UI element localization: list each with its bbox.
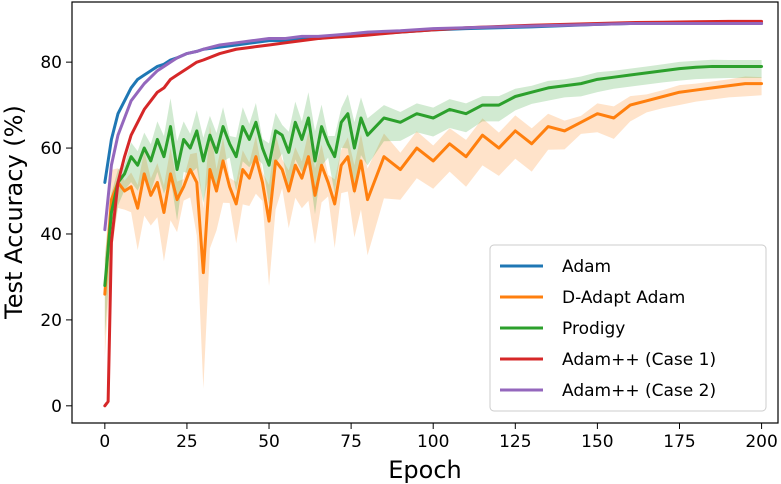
plot-frame bbox=[71, 1, 779, 424]
x-tick-label: 175 bbox=[663, 432, 695, 452]
series-line bbox=[103, 64, 764, 288]
confidence-bands bbox=[104, 59, 762, 389]
y-tick-label: 0 bbox=[51, 397, 62, 417]
legend: Adam D-Adapt Adam Prodigy Adam++ (Case 1) Ad… bbox=[489, 244, 767, 412]
x-tick-label: 75 bbox=[340, 432, 362, 452]
series-band bbox=[104, 59, 762, 337]
y-tick-label: 60 bbox=[40, 139, 62, 159]
x-tick-label: 0 bbox=[99, 432, 110, 452]
x-tick-label: 200 bbox=[745, 432, 777, 452]
legend-label: Adam++ (Case 2) bbox=[562, 381, 716, 401]
series-lines bbox=[103, 19, 764, 408]
legend-label: D-Adapt Adam bbox=[562, 288, 685, 308]
y-tick-label: 20 bbox=[40, 311, 62, 331]
y-axis-title: Test Accuracy (%) bbox=[0, 105, 28, 320]
series-line bbox=[103, 82, 764, 296]
series-band bbox=[104, 76, 762, 389]
x-tick-label: 100 bbox=[417, 432, 449, 452]
legend-label: Adam bbox=[562, 257, 611, 277]
x-axis-title: Epoch bbox=[388, 456, 462, 484]
legend-label: Adam++ (Case 1) bbox=[562, 350, 716, 370]
x-tick-label: 50 bbox=[258, 432, 280, 452]
legend-label: Prodigy bbox=[562, 319, 625, 339]
x-tick-label: 25 bbox=[176, 432, 198, 452]
y-axis-ticks: 0 20 40 60 80 bbox=[40, 53, 72, 417]
legend-box bbox=[489, 244, 767, 412]
x-tick-label: 150 bbox=[581, 432, 613, 452]
x-axis-ticks: 0 25 50 75 100 125 150 175 200 bbox=[99, 423, 778, 452]
y-tick-label: 40 bbox=[40, 225, 62, 245]
y-tick-label: 80 bbox=[40, 53, 62, 73]
series-line bbox=[103, 21, 764, 232]
x-tick-label: 125 bbox=[499, 432, 531, 452]
